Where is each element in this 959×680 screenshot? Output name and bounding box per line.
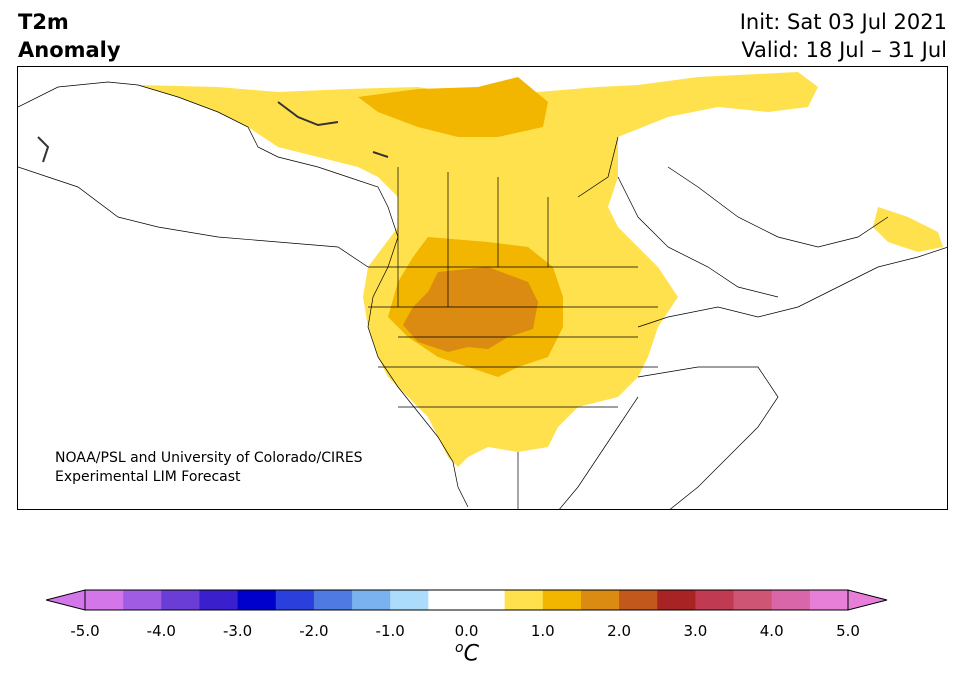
colorbar-tick-label: -5.0: [70, 622, 100, 640]
colorbar-cell: [733, 590, 773, 610]
anomaly-region-1-5-2: [403, 267, 538, 352]
colorbar-cell: [390, 590, 429, 610]
colorbar-cells: [85, 590, 849, 610]
colorbar-cell: [466, 590, 506, 610]
title-line-1: T2m: [18, 10, 69, 34]
unit-label: oC: [455, 640, 479, 666]
colorbar-tick-label: -2.0: [299, 622, 329, 640]
unit-text: C: [463, 641, 479, 667]
credit-line-1: NOAA/PSL and University of Colorado/CIRE…: [55, 450, 363, 466]
colorbar-tick-label: 1.0: [530, 622, 555, 640]
colorbar-tick-label: -4.0: [146, 622, 176, 640]
colorbar-cell: [237, 590, 277, 610]
colorbar-tick-label: 3.0: [683, 622, 708, 640]
colorbar-cell: [542, 590, 582, 610]
colorbar-tick-label: 5.0: [836, 622, 860, 640]
colorbar-cell: [619, 590, 658, 610]
anomaly-map: [17, 66, 948, 510]
valid-range: Valid: 18 Jul – 31 Jul: [741, 38, 947, 62]
colorbar-tick-label: 2.0: [607, 622, 632, 640]
coastline-lines: [18, 81, 947, 509]
colorbar-cell: [771, 590, 811, 610]
colorbar-cell: [695, 590, 735, 610]
anomaly-region-1-1-5: [358, 77, 548, 137]
init-date: Init: Sat 03 Jul 2021: [739, 10, 947, 34]
colorbar-cell: [504, 590, 544, 610]
credit-text: NOAA/PSL and University of Colorado/CIRE…: [55, 449, 363, 487]
colorbar-tick-label: 0.0: [454, 622, 479, 640]
colorbar-cell: [313, 590, 353, 610]
colorbar-cell: [580, 590, 620, 610]
colorbar-tick-label: 4.0: [759, 622, 784, 640]
colorbar-cell: [123, 590, 162, 610]
title-line-2: Anomaly: [18, 38, 121, 62]
plot-title: T2m Anomaly: [18, 8, 121, 64]
colorbar-cell: [352, 590, 391, 610]
map-svg: [18, 72, 947, 509]
rivers-lakes: [37, 101, 389, 163]
colorbar-cell: [161, 590, 200, 610]
colorbar-over-arrow: [847, 589, 888, 611]
colorbar-cell: [809, 590, 849, 610]
anomaly-region-0-5-1-east: [873, 207, 943, 252]
credit-line-2: Experimental LIM Forecast: [55, 469, 241, 485]
forecast-dates: Init: Sat 03 Jul 2021 Valid: 18 Jul – 31…: [740, 8, 947, 64]
colorbar-tick-label: -1.0: [375, 622, 405, 640]
colorbar-outline: [84, 589, 849, 611]
colorbar-cell: [85, 590, 124, 610]
unit-prefix: o: [455, 640, 464, 656]
colorbar-cell: [428, 590, 467, 610]
colorbar-tick-label: -3.0: [222, 622, 253, 640]
colorbar-cell: [199, 590, 239, 610]
colorbar-cell: [657, 590, 696, 610]
colorbar: [46, 589, 888, 611]
colorbar-cell: [275, 590, 315, 610]
colorbar-under-arrow: [46, 589, 86, 611]
